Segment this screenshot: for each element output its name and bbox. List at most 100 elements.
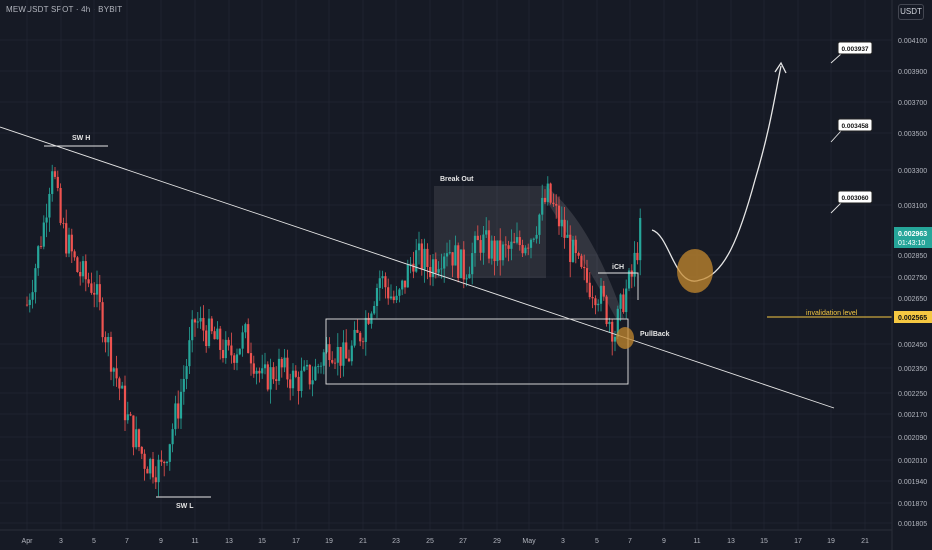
candle-body: [143, 453, 146, 469]
candle-body: [303, 366, 306, 371]
candle-body: [300, 370, 303, 391]
candle-body: [84, 261, 87, 280]
candle-body: [515, 237, 519, 243]
candle-body: [499, 240, 502, 261]
candle-body: [538, 214, 541, 235]
y-tick-label: 0.003900: [898, 69, 927, 76]
candle-body: [160, 459, 163, 462]
x-tick-label: 7: [628, 538, 632, 545]
x-tick-label: 3: [59, 538, 63, 545]
candle-body: [448, 252, 451, 254]
candle-body: [585, 268, 589, 283]
x-tick-label: 13: [727, 538, 735, 545]
candle-body: [387, 287, 390, 299]
candle-body: [619, 294, 622, 309]
candle-body: [507, 245, 510, 249]
y-tick-label: 0.002350: [898, 366, 927, 373]
candle-body: [608, 321, 611, 325]
candle-body: [415, 250, 418, 272]
candle-body: [177, 403, 180, 419]
y-tick-label: 0.002450: [898, 342, 927, 349]
y-tick-label: 0.001940: [898, 479, 927, 486]
candle-body: [381, 276, 384, 279]
candle-body: [356, 329, 359, 333]
candle-body: [627, 270, 631, 289]
candle-body: [311, 380, 314, 385]
target-callout-label: 0.003937: [841, 46, 868, 53]
candle-body: [196, 321, 199, 323]
candle-body: [364, 317, 367, 342]
candle-body: [39, 246, 43, 248]
ich-line: [598, 272, 639, 300]
candle-body: [244, 324, 247, 333]
candle-body: [639, 217, 642, 261]
candle-body: [241, 332, 244, 349]
candle-body: [283, 357, 286, 368]
candle-body: [249, 353, 253, 364]
x-tick-label: Apr: [22, 538, 34, 545]
x-tick-label: 11: [693, 538, 700, 545]
candle-body: [62, 222, 65, 224]
candle-body: [571, 239, 575, 263]
candle-body: [81, 261, 85, 277]
candle-body: [151, 458, 155, 478]
candle-body: [577, 253, 580, 256]
candle-body: [294, 370, 297, 377]
candle-body: [339, 346, 342, 366]
candle-body: [361, 341, 365, 343]
candle-body: [87, 279, 90, 284]
candle-body: [42, 222, 45, 247]
candle-body: [202, 317, 205, 331]
ich-label: iCH: [612, 264, 624, 271]
y-tick-label: 0.002170: [898, 412, 927, 419]
candle-body: [331, 360, 334, 363]
candle-body: [104, 337, 107, 343]
candle-body: [115, 368, 118, 379]
current-price-countdown: 01:43:10: [898, 240, 925, 247]
candle-body: [56, 176, 59, 189]
candle-body: [557, 205, 561, 227]
target-callout-line: [830, 130, 842, 143]
pullback-marker: [616, 327, 634, 349]
candle-body: [602, 285, 605, 297]
x-tick-label: 3: [561, 538, 565, 545]
candle-body: [384, 276, 387, 288]
candle-body: [277, 358, 281, 381]
candle-body: [541, 197, 544, 215]
candle-body: [272, 367, 275, 380]
y-tick-label: 0.003700: [898, 100, 927, 107]
candle-body: [76, 257, 79, 273]
candle-body: [599, 285, 603, 304]
drawings-front: SW H SW L Break Out iCH PullBack 0.003937 0.00…: [0, 41, 892, 510]
candle-body: [230, 345, 233, 356]
candle-body: [266, 364, 269, 390]
x-tick-label: 25: [426, 538, 434, 545]
candle-body: [412, 263, 415, 272]
currency-unit-button[interactable]: USDT: [898, 4, 924, 20]
x-tick-label: May: [522, 538, 536, 545]
x-tick-label: 19: [325, 538, 333, 545]
candle-body: [101, 302, 104, 338]
candle-body: [347, 358, 351, 362]
candle-body: [182, 378, 185, 392]
candle-body: [73, 251, 76, 258]
current-price-label: 0.002963: [898, 231, 927, 238]
candle-body: [37, 246, 40, 269]
x-tick-label: 5: [595, 538, 599, 545]
symbol-title: MEWUSDT SPOT · 4h · BYBIT: [6, 5, 123, 14]
demand-box: [325, 318, 629, 385]
x-tick-label: 19: [827, 538, 835, 545]
candle-body: [611, 321, 614, 342]
candle-body: [535, 234, 538, 239]
grid-lines: [0, 0, 892, 530]
candle-body: [291, 370, 295, 389]
candle-body: [255, 370, 258, 374]
candle-body: [31, 292, 34, 300]
candle-body: [333, 362, 337, 364]
candle-body: [336, 346, 339, 363]
decline-shape: [546, 186, 624, 322]
candle-body: [510, 241, 513, 249]
candle-body: [34, 268, 37, 293]
candle-body: [65, 223, 68, 254]
